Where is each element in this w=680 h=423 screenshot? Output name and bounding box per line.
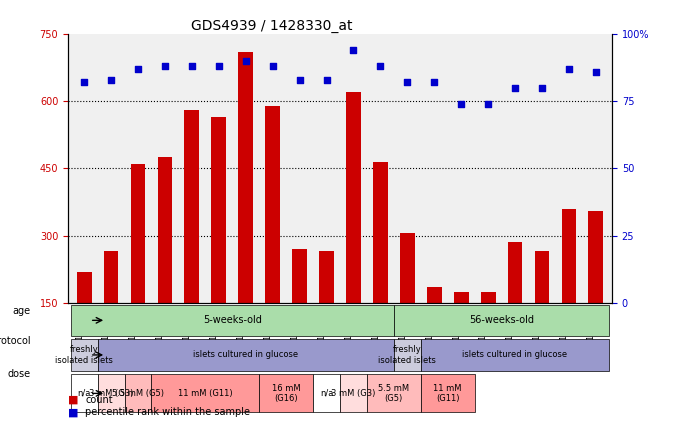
Point bbox=[348, 47, 359, 53]
Text: freshly
isolated islets: freshly isolated islets bbox=[55, 345, 113, 365]
Bar bbox=[427, 287, 442, 303]
Text: 5.5 mM (G5): 5.5 mM (G5) bbox=[112, 389, 164, 398]
Point bbox=[321, 76, 332, 83]
FancyBboxPatch shape bbox=[340, 374, 367, 412]
FancyBboxPatch shape bbox=[259, 374, 313, 412]
FancyBboxPatch shape bbox=[394, 305, 609, 336]
Point bbox=[537, 84, 547, 91]
Text: islets cultured in glucose: islets cultured in glucose bbox=[193, 350, 299, 360]
Bar bbox=[319, 251, 334, 303]
Text: GDS4939 / 1428330_at: GDS4939 / 1428330_at bbox=[191, 19, 353, 33]
FancyBboxPatch shape bbox=[367, 374, 421, 412]
Point bbox=[456, 100, 466, 107]
Text: n/a: n/a bbox=[78, 389, 91, 398]
Bar bbox=[562, 209, 577, 303]
Bar bbox=[454, 292, 469, 303]
Text: 11 mM (G11): 11 mM (G11) bbox=[178, 389, 233, 398]
Text: 5.5 mM
(G5): 5.5 mM (G5) bbox=[378, 384, 409, 403]
Text: freshly
isolated islets: freshly isolated islets bbox=[378, 345, 437, 365]
Point bbox=[509, 84, 520, 91]
Text: islets cultured in glucose: islets cultured in glucose bbox=[462, 350, 568, 360]
FancyBboxPatch shape bbox=[98, 339, 394, 371]
Text: dose: dose bbox=[7, 369, 31, 379]
Bar bbox=[265, 106, 280, 303]
Point bbox=[590, 68, 601, 75]
Text: age: age bbox=[12, 306, 31, 316]
Point bbox=[160, 63, 171, 69]
Text: protocol: protocol bbox=[0, 335, 31, 346]
FancyBboxPatch shape bbox=[152, 374, 259, 412]
Bar bbox=[588, 211, 603, 303]
Bar bbox=[77, 272, 92, 303]
FancyBboxPatch shape bbox=[71, 374, 98, 412]
Point bbox=[402, 79, 413, 86]
Text: 56-weeks-old: 56-weeks-old bbox=[469, 315, 534, 325]
Bar bbox=[211, 117, 226, 303]
Text: 3 mM (G3): 3 mM (G3) bbox=[89, 389, 133, 398]
Point bbox=[240, 58, 251, 64]
Bar bbox=[158, 157, 172, 303]
Text: ■: ■ bbox=[68, 407, 78, 418]
Bar bbox=[103, 251, 118, 303]
FancyBboxPatch shape bbox=[124, 374, 152, 412]
FancyBboxPatch shape bbox=[313, 374, 340, 412]
Point bbox=[294, 76, 305, 83]
FancyBboxPatch shape bbox=[98, 374, 124, 412]
Bar bbox=[534, 251, 549, 303]
Bar bbox=[481, 292, 496, 303]
Point bbox=[79, 79, 90, 86]
Text: percentile rank within the sample: percentile rank within the sample bbox=[85, 407, 250, 418]
Point bbox=[429, 79, 440, 86]
Bar bbox=[346, 92, 361, 303]
Point bbox=[214, 63, 224, 69]
Bar bbox=[131, 164, 146, 303]
FancyBboxPatch shape bbox=[71, 339, 98, 371]
Bar bbox=[508, 242, 522, 303]
Bar bbox=[373, 162, 388, 303]
FancyBboxPatch shape bbox=[421, 374, 475, 412]
Text: 11 mM
(G11): 11 mM (G11) bbox=[433, 384, 462, 403]
Point bbox=[105, 76, 116, 83]
Bar bbox=[292, 249, 307, 303]
Point bbox=[483, 100, 494, 107]
Text: 3 mM (G3): 3 mM (G3) bbox=[331, 389, 375, 398]
Text: ■: ■ bbox=[68, 395, 78, 405]
Point bbox=[564, 66, 575, 72]
Text: 5-weeks-old: 5-weeks-old bbox=[203, 315, 262, 325]
Text: n/a: n/a bbox=[320, 389, 333, 398]
Text: count: count bbox=[85, 395, 113, 405]
FancyBboxPatch shape bbox=[71, 305, 394, 336]
Point bbox=[375, 63, 386, 69]
Text: 16 mM
(G16): 16 mM (G16) bbox=[272, 384, 301, 403]
Point bbox=[186, 63, 197, 69]
FancyBboxPatch shape bbox=[421, 339, 609, 371]
Point bbox=[267, 63, 278, 69]
Bar bbox=[238, 52, 253, 303]
Point bbox=[133, 66, 143, 72]
Bar bbox=[400, 233, 415, 303]
FancyBboxPatch shape bbox=[394, 339, 421, 371]
Bar bbox=[184, 110, 199, 303]
